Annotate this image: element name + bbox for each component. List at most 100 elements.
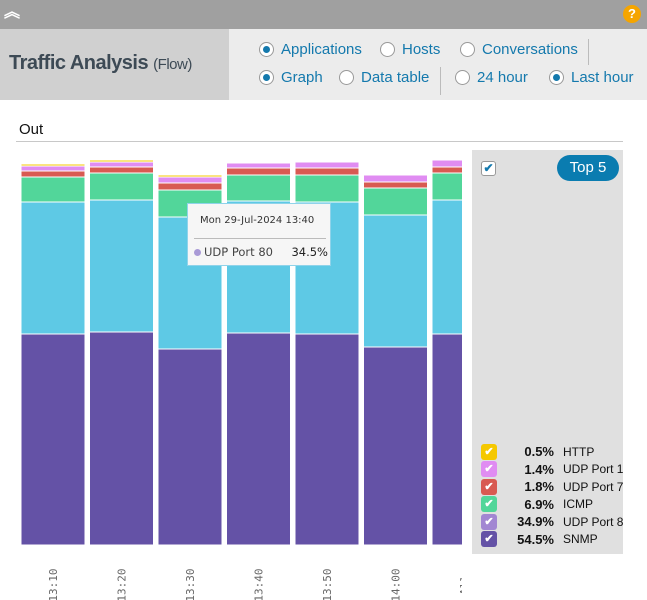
- bar-segment[interactable]: [89, 331, 154, 546]
- legend-item[interactable]: ✔ 0.5% HTTP: [481, 443, 594, 460]
- bar-segment[interactable]: [294, 174, 360, 203]
- bar-segment[interactable]: [226, 161, 291, 164]
- bar-segment[interactable]: [363, 181, 428, 189]
- bar-segment[interactable]: [294, 160, 360, 163]
- legend-checkbox[interactable]: ✔: [481, 513, 497, 530]
- radio-label: 24 hour: [477, 69, 528, 86]
- bar-segment[interactable]: [294, 167, 360, 176]
- select-all-checkbox[interactable]: ✔: [481, 161, 496, 176]
- bar-segment[interactable]: [363, 214, 428, 348]
- bar-segment[interactable]: [431, 159, 462, 168]
- radio-circle[interactable]: [259, 70, 274, 85]
- divider: [588, 39, 589, 65]
- series-dot-icon: [194, 248, 201, 256]
- bar-segment[interactable]: [431, 166, 462, 174]
- radio-circle[interactable]: [549, 70, 564, 85]
- bar-segment[interactable]: [226, 167, 291, 176]
- x-tick-label: All: [458, 575, 462, 595]
- legend-name: SNMP: [563, 532, 598, 546]
- bar-segment[interactable]: [89, 199, 154, 333]
- legend-item[interactable]: ✔ 6.9% ICMP: [481, 496, 593, 513]
- legend-name: UDP Port 7 /: [563, 479, 623, 494]
- bar-segment[interactable]: [363, 187, 428, 216]
- bar-segment[interactable]: [431, 172, 462, 201]
- legend-percent: 0.5%: [524, 444, 554, 459]
- bar-segment[interactable]: [20, 163, 86, 167]
- legend-item[interactable]: ✔ 1.4% UDP Port 19: [481, 461, 623, 478]
- bar-segment[interactable]: [363, 174, 428, 183]
- bar-segment[interactable]: [431, 333, 462, 546]
- radio-label: Data table: [361, 69, 430, 86]
- legend-percent: 6.9%: [524, 496, 554, 512]
- radio-24-hour[interactable]: 24 hour: [455, 69, 528, 86]
- radio-label: Conversations: [482, 41, 578, 58]
- bar-segment[interactable]: [157, 176, 223, 184]
- bar-segment[interactable]: [20, 201, 86, 335]
- legend-panel: ✔ Top 5 ✔ 0.5% HTTP ✔ 1.4% UDP Port 19 ✔ 1.8% UD…: [472, 150, 623, 554]
- legend-percent: 34.9%: [517, 514, 554, 529]
- bar-segment[interactable]: [89, 166, 154, 174]
- bar-segment[interactable]: [431, 158, 462, 161]
- radio-last-hour[interactable]: Last hour: [549, 69, 634, 86]
- bar-segment[interactable]: [20, 170, 86, 178]
- legend-item[interactable]: ✔ 54.5% SNMP: [481, 531, 598, 548]
- bar-segment[interactable]: [226, 332, 291, 546]
- title-text: Traffic Analysis: [9, 52, 149, 74]
- bar-segment[interactable]: [157, 182, 223, 191]
- radio-hosts[interactable]: Hosts: [380, 41, 440, 58]
- double-chevron-up-icon[interactable]: ︽: [4, 4, 21, 21]
- legend-checkbox[interactable]: ✔: [481, 461, 497, 477]
- bar-segment[interactable]: [157, 174, 223, 178]
- radio-circle[interactable]: [460, 42, 475, 57]
- bar-segment[interactable]: [20, 333, 86, 546]
- top-5-button[interactable]: Top 5: [557, 155, 619, 181]
- bar-segment[interactable]: [89, 172, 154, 201]
- radio-data-table[interactable]: Data table: [339, 69, 429, 86]
- legend-item[interactable]: ✔ 34.9% UDP Port 80: [481, 513, 623, 530]
- stacked-bar-chart: 13:10 13:20 13:30 13:40 13:50 14:00 All: [20, 158, 462, 600]
- radio-circle[interactable]: [455, 70, 470, 85]
- x-tick-label: 13:50: [321, 568, 334, 600]
- bar-segment[interactable]: [226, 174, 291, 202]
- options-panel: Applications Hosts Conversations Graph D…: [229, 29, 647, 100]
- legend-item[interactable]: ✔ 1.8% UDP Port 7 /: [481, 478, 623, 495]
- bar-segment[interactable]: [89, 161, 154, 168]
- legend-percent: 54.5%: [517, 531, 554, 547]
- top-bar: ︽ ?: [0, 0, 647, 29]
- title-panel: [0, 29, 229, 100]
- bar-segment[interactable]: [226, 162, 291, 169]
- legend-checkbox[interactable]: ✔: [481, 478, 497, 495]
- radio-circle[interactable]: [380, 42, 395, 57]
- x-tick-label: 13:10: [47, 568, 60, 600]
- bar-segment[interactable]: [363, 173, 428, 176]
- bar-segment[interactable]: [157, 348, 223, 546]
- radio-conversations[interactable]: Conversations: [460, 41, 578, 58]
- title-subtitle: (Flow): [153, 56, 192, 73]
- x-tick-label: 14:00: [390, 568, 403, 600]
- radio-circle[interactable]: [259, 42, 274, 57]
- legend-name: UDP Port 19: [563, 462, 623, 476]
- page-title: Traffic Analysis (Flow): [9, 52, 192, 75]
- legend-name: UDP Port 80: [563, 514, 623, 529]
- radio-label: Graph: [281, 69, 323, 86]
- legend-percent: 1.8%: [524, 479, 554, 494]
- legend-checkbox[interactable]: ✔: [481, 531, 497, 547]
- legend-percent: 1.4%: [524, 461, 554, 477]
- radio-graph[interactable]: Graph: [259, 69, 323, 86]
- legend-checkbox[interactable]: ✔: [481, 496, 497, 512]
- bar-segment[interactable]: [363, 346, 428, 546]
- bar-segment[interactable]: [294, 161, 360, 169]
- bar-segment[interactable]: [294, 333, 360, 546]
- bar-segment[interactable]: [431, 199, 462, 335]
- radio-label: Last hour: [571, 69, 634, 86]
- tooltip-divider: [194, 238, 326, 239]
- radio-circle[interactable]: [339, 70, 354, 85]
- section-title: Out: [19, 121, 44, 138]
- question-icon[interactable]: ?: [623, 5, 641, 23]
- radio-applications[interactable]: Applications: [259, 41, 362, 58]
- bar-segment[interactable]: [89, 159, 154, 163]
- bar-segment[interactable]: [20, 176, 86, 203]
- radio-label: Hosts: [402, 41, 441, 58]
- bar-segment[interactable]: [20, 165, 86, 172]
- legend-checkbox[interactable]: ✔: [481, 443, 497, 460]
